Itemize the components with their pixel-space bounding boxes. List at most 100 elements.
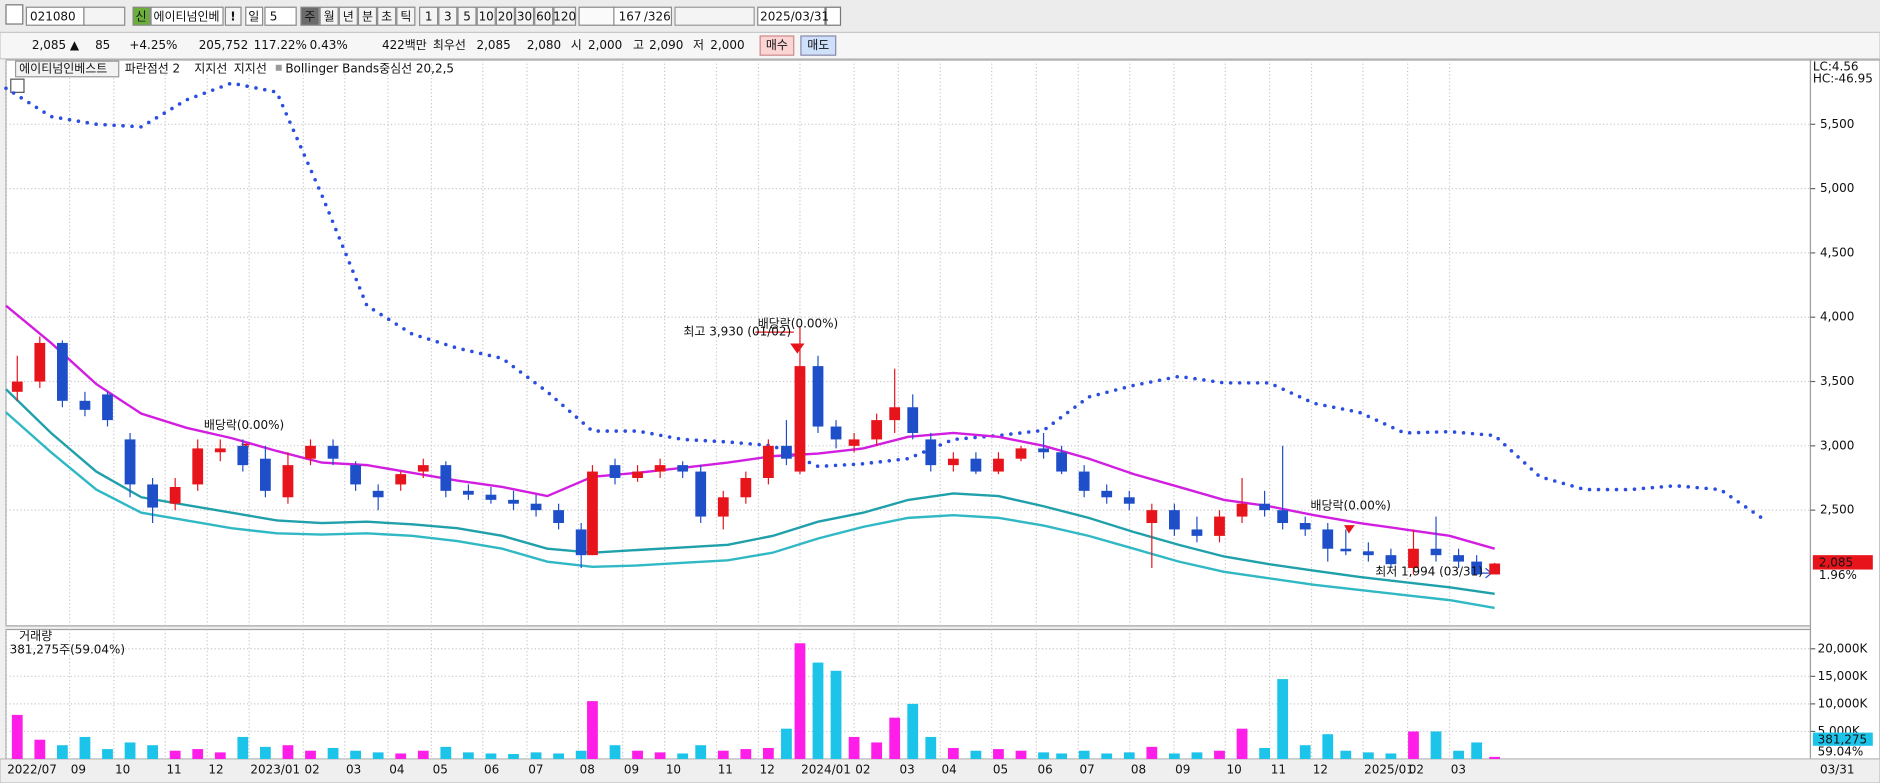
quote-amount: 422백만 bbox=[382, 38, 427, 52]
quote-open: 2,000 bbox=[588, 38, 622, 52]
volume-bar bbox=[395, 753, 407, 759]
period-text: 일 bbox=[248, 9, 259, 23]
buy-btn[interactable] bbox=[759, 35, 795, 56]
last-volume-tag bbox=[1812, 732, 1873, 746]
interval-btn[interactable] bbox=[514, 6, 535, 26]
candle-body bbox=[1299, 523, 1311, 530]
interval-btn[interactable] bbox=[457, 6, 477, 26]
interval-label: 1 bbox=[425, 9, 433, 23]
volume-bar bbox=[1277, 679, 1289, 759]
volume-bar bbox=[1430, 731, 1442, 759]
unit-btn[interactable] bbox=[377, 6, 397, 26]
candle-body bbox=[587, 471, 598, 556]
y-tick-label: 5,500 bbox=[1820, 117, 1854, 131]
volume-bar bbox=[440, 746, 452, 759]
candle-body bbox=[147, 484, 159, 508]
search-btn[interactable] bbox=[83, 6, 126, 26]
x-tick-label: 02 bbox=[1409, 762, 1424, 776]
volume-bar bbox=[56, 745, 68, 759]
price-panel bbox=[5, 59, 1812, 627]
volume-bar bbox=[1236, 728, 1248, 759]
sell-btn[interactable] bbox=[800, 35, 837, 56]
interval-btn[interactable] bbox=[476, 6, 496, 26]
candle-body bbox=[508, 499, 519, 504]
volume-bar bbox=[1015, 750, 1027, 759]
volume-bar bbox=[740, 749, 752, 759]
unit-btn[interactable] bbox=[338, 6, 358, 26]
new-badge[interactable] bbox=[132, 6, 151, 26]
name-box[interactable] bbox=[150, 6, 224, 26]
volume-bar bbox=[372, 752, 384, 759]
interval-label: 120 bbox=[553, 9, 576, 23]
interval-btn[interactable] bbox=[438, 6, 458, 26]
y-tick-label: 5,000 bbox=[1820, 181, 1854, 195]
x-tick-label: 07 bbox=[528, 762, 543, 776]
unit-label: 틱 bbox=[400, 9, 411, 23]
legend-swatch bbox=[275, 64, 282, 71]
panel-icon[interactable] bbox=[10, 78, 25, 93]
unit-btn[interactable] bbox=[357, 6, 378, 26]
period-count[interactable] bbox=[264, 6, 297, 26]
x-tick-label: 03 bbox=[346, 762, 361, 776]
unit-btn[interactable] bbox=[396, 6, 416, 26]
x-tick-label: 09 bbox=[71, 762, 86, 776]
period-btn[interactable] bbox=[245, 6, 264, 26]
x-tick-label: 11 bbox=[718, 762, 733, 776]
x-tick-label: 03 bbox=[1451, 762, 1466, 776]
candle-body bbox=[695, 471, 707, 517]
alert-btn[interactable] bbox=[224, 6, 242, 26]
x-tick-label: 2022/07 bbox=[7, 762, 57, 776]
volume-bar bbox=[34, 739, 46, 759]
unit-label: 초 bbox=[381, 9, 392, 23]
last-ratio-label: 59.04% bbox=[1818, 744, 1864, 758]
candle-body bbox=[553, 510, 565, 524]
menu-icon[interactable] bbox=[5, 4, 24, 25]
interval-btn[interactable] bbox=[534, 6, 554, 26]
candle-body bbox=[1168, 510, 1180, 530]
interval-label: 60 bbox=[536, 9, 551, 23]
unit-btn[interactable] bbox=[300, 6, 320, 26]
candle-body bbox=[192, 448, 204, 485]
sell-label: 매도 bbox=[807, 38, 829, 52]
candle-body bbox=[575, 529, 587, 556]
candle-body bbox=[1489, 563, 1501, 575]
interval-btn[interactable] bbox=[419, 6, 439, 26]
volume-bar bbox=[350, 750, 362, 759]
volume-bar bbox=[717, 750, 729, 759]
candle-body bbox=[1322, 529, 1334, 549]
last-price-label: 2,085 bbox=[1819, 555, 1853, 569]
volume-bar bbox=[1340, 750, 1352, 759]
volume-bar bbox=[695, 745, 707, 759]
volume-bar bbox=[282, 745, 294, 759]
stock-name: 에이티넘인베 bbox=[153, 9, 219, 23]
interval-btn[interactable] bbox=[495, 6, 515, 26]
volume-bar bbox=[79, 736, 91, 759]
volume-bar bbox=[485, 753, 497, 759]
volume-bar bbox=[553, 753, 565, 759]
period-count-text: 5 bbox=[270, 9, 278, 23]
quote-price: 2,085 ▲ bbox=[32, 38, 80, 52]
volume-bar bbox=[889, 717, 901, 759]
interval-btn[interactable] bbox=[553, 6, 577, 26]
volume-bar bbox=[677, 753, 689, 759]
calendar-icon[interactable] bbox=[825, 6, 842, 26]
volume-bar bbox=[508, 754, 519, 759]
last-change-label: 1.96% bbox=[1819, 568, 1857, 582]
volume-title: 거래량 bbox=[19, 629, 52, 643]
volume-bar bbox=[762, 747, 774, 759]
quote-bid: 2,080 bbox=[527, 38, 561, 52]
date-box[interactable] bbox=[757, 6, 826, 26]
unit-label: 분 bbox=[362, 9, 373, 23]
volume-bar bbox=[147, 745, 159, 759]
tool-icons[interactable] bbox=[674, 6, 755, 26]
x-tick-label: 10 bbox=[666, 762, 681, 776]
x-tick-label: 10 bbox=[115, 762, 130, 776]
interval-combo[interactable] bbox=[578, 6, 616, 26]
y-tick-label: 15,000K bbox=[1818, 669, 1869, 683]
volume-bar bbox=[1078, 750, 1090, 759]
candle-body bbox=[781, 445, 792, 459]
unit-btn[interactable] bbox=[319, 6, 339, 26]
x-tick-label: 08 bbox=[580, 762, 595, 776]
volume-bar bbox=[1471, 742, 1483, 759]
legend-item: 지지선 bbox=[234, 61, 267, 75]
